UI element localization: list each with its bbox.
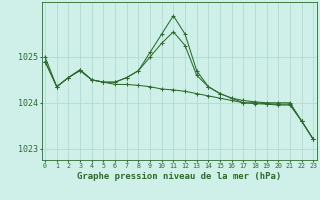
X-axis label: Graphe pression niveau de la mer (hPa): Graphe pression niveau de la mer (hPa) — [77, 172, 281, 181]
